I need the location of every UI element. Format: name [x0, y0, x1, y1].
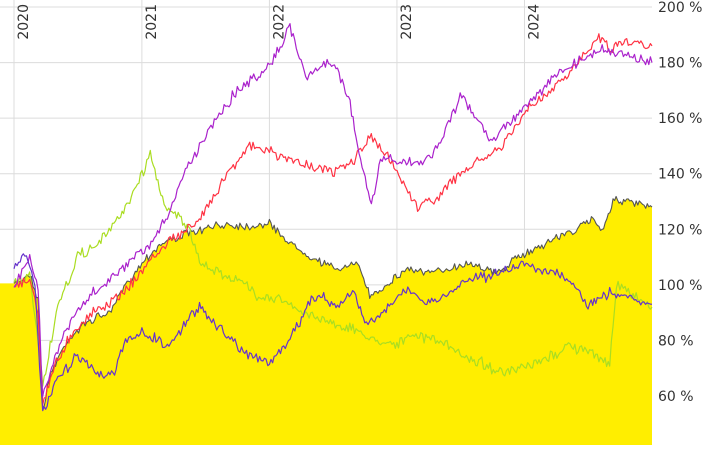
y-axis-labels: 60 % 80 % 100 % 120 % 140 % 160 % 180 % 200 % [658, 0, 702, 405]
series-group [0, 23, 653, 445]
series-2-line [13, 33, 653, 406]
x-tick-label: 2024 [526, 4, 542, 40]
y-tick-label: 180 % [658, 56, 702, 72]
y-tick-label: 140 % [658, 167, 702, 183]
series-0-area [0, 196, 652, 445]
series-3-line [13, 23, 653, 397]
y-tick-label: 80 % [658, 333, 694, 349]
y-tick-label: 160 % [658, 111, 702, 127]
x-tick-label: 2023 [399, 4, 415, 40]
x-axis-labels: 2020 2021 2022 2023 2024 [16, 4, 542, 40]
x-tick-label: 2022 [271, 4, 287, 40]
y-tick-label: 100 % [658, 278, 702, 294]
x-tick-label: 2021 [144, 4, 160, 40]
y-tick-label: 60 % [658, 389, 694, 405]
y-tick-label: 120 % [658, 222, 702, 238]
x-tick-label: 2020 [16, 4, 32, 40]
y-tick-label: 200 % [658, 0, 702, 16]
series-1-line [13, 149, 653, 387]
series-4-line [13, 253, 653, 412]
